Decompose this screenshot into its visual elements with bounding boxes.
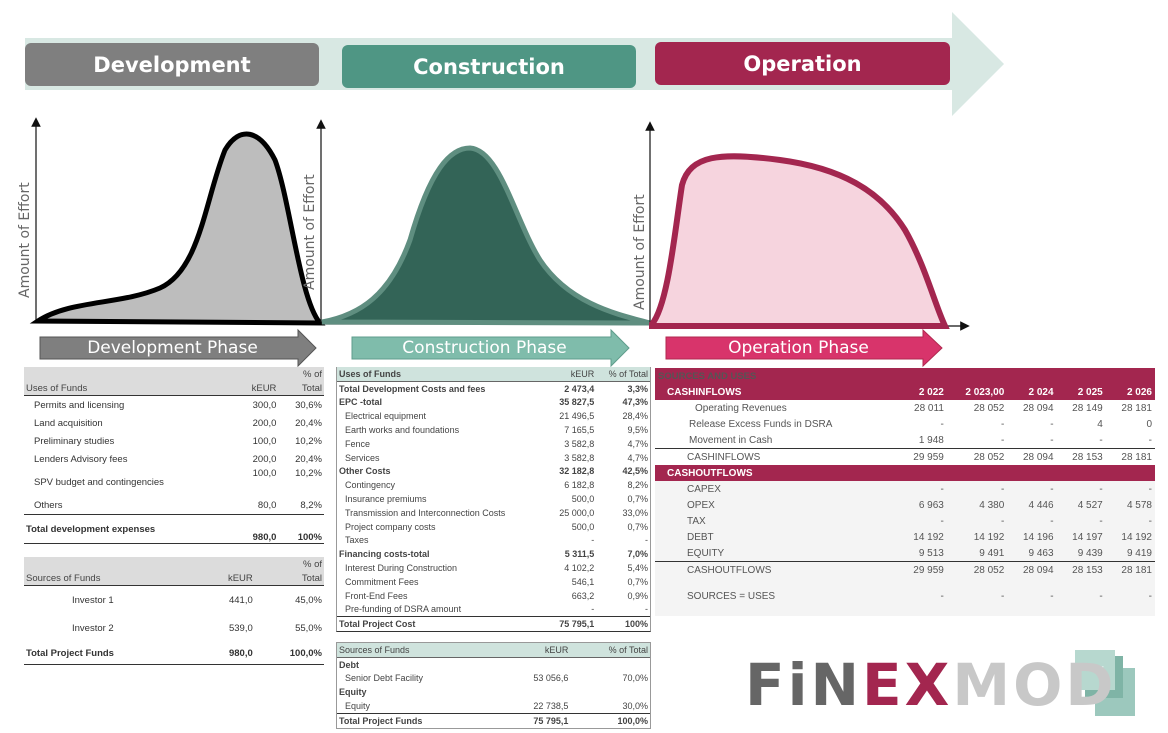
table-row: Front-End Fees 663,2 0,9% xyxy=(345,590,648,601)
table-row: Other Costs 32 182,8 42,5% xyxy=(339,466,648,477)
table-row: Project company costs 500,0 0,7% xyxy=(345,521,648,532)
logo-text-a: FiN xyxy=(745,651,863,719)
dev-uses-table: % of Uses of Funds kEUR Total Permits an… xyxy=(24,367,324,544)
table-row: DEBT 14 192 14 192 14 196 14 197 14 192 xyxy=(687,531,1152,543)
total-row: Total Project Cost 75 795,1 100% xyxy=(337,616,650,631)
table-row: Electrical equipment 21 496,5 28,4% xyxy=(345,411,648,422)
con-axis-label: Amount of Effort xyxy=(302,174,318,290)
check-row: SOURCES = USES - - - - - xyxy=(687,590,1152,602)
table-row: Permits and licensing 300,0 30,6% xyxy=(34,399,322,411)
table-row: TAX - - - - - xyxy=(687,515,1152,527)
table-row: OPEX 6 963 4 380 4 446 4 527 4 578 xyxy=(687,499,1152,511)
table-row: Equity 22 738,5 30,0% xyxy=(345,701,648,712)
op-phase-arrow: Operation Phase xyxy=(728,338,869,358)
spacer xyxy=(655,578,1155,588)
logo-text-b: EX xyxy=(862,651,953,719)
dev-axis-label: Amount of Effort xyxy=(17,182,33,298)
phase-construction: Construction xyxy=(342,45,636,88)
sources-title: Sources of Funds xyxy=(24,571,200,586)
op-sources-uses-table: SOURCES AND USES CASHINFLOWS 2 022 2 023,00… xyxy=(655,368,1155,616)
table-row: Financing costs-total 5 311,5 7,0% xyxy=(339,549,648,560)
table-row: Movement in Cash 1 948- - - - xyxy=(655,432,1155,449)
table-row: Total Development Costs and fees 2 473,4 3… xyxy=(339,383,648,394)
pct-header: % of xyxy=(278,367,324,381)
table-row: Land acquisition 200,0 20,4% xyxy=(34,417,322,429)
con-sources-table: Sources of Funds kEUR% of Total Debt Seni… xyxy=(336,642,651,729)
effort-curves xyxy=(29,117,970,331)
phase-development: Development xyxy=(25,43,319,86)
table-row: Commitment Fees 546,1 0,7% xyxy=(345,576,648,587)
total-row: Total development expenses 980,0 100% xyxy=(24,514,324,543)
table-row: Services 3 582,8 4,7% xyxy=(345,452,648,463)
phase-operation: Operation xyxy=(655,42,950,85)
total-row: Total Project Funds 980,0 100,0% xyxy=(26,647,322,659)
col-total: Total xyxy=(278,381,324,396)
table-row: Operating Revenues 28 011 28 052 28 094 28 1… xyxy=(655,400,1155,416)
finexmod-logo: x FiNEXMOD xyxy=(745,650,1145,725)
table-row: Fence 3 582,8 4,7% xyxy=(345,438,648,449)
table-row: EPC -total 35 827,5 47,3% xyxy=(339,397,648,408)
table-row: Contingency 6 182,8 8,2% xyxy=(345,480,648,491)
section-header: CASHOUTFLOWS xyxy=(655,465,1155,481)
table-row: Investor 1 441,0 45,0% xyxy=(72,594,322,606)
logo-badge: x xyxy=(1096,661,1104,677)
total-row: Total Project Funds 75 795,1 100,0% xyxy=(337,713,650,727)
con-uses-table: Uses of Funds kEUR % of Total Total Deve… xyxy=(336,367,651,633)
total-row: CASHINFLOWS 29 959 28 052 28 094 28 153 28 18… xyxy=(655,448,1155,465)
table-row: Others 80,0 8,2% xyxy=(34,499,322,511)
uses-title: Uses of Funds xyxy=(24,381,236,396)
table-row: Transmission and Interconnection Costs 25… xyxy=(345,507,648,518)
phase-arrows xyxy=(39,328,943,368)
table-row: Preliminary studies 100,0 10,2% xyxy=(34,435,322,447)
table-row: Release Excess Funds in DSRA - - -4 0 xyxy=(655,416,1155,432)
table-row: Taxes - - xyxy=(345,535,648,546)
con-phase-arrow: Construction Phase xyxy=(402,338,567,358)
table-row: SPV budget and contingencies 100,0 10,2% xyxy=(34,468,322,488)
table-row: Senior Debt Facility 53 056,6 70,0% xyxy=(345,673,648,684)
op-curve xyxy=(649,153,950,329)
table-row: EQUITY 9 513 9 491 9 463 9 439 9 419 xyxy=(687,547,1152,559)
table-row: Investor 2 539,0 55,0% xyxy=(72,622,322,634)
table-title: SOURCES AND USES xyxy=(655,368,1155,384)
table-row: Pre-funding of DSRA amount - - xyxy=(345,604,648,615)
con-curve xyxy=(321,145,651,326)
col-keur: kEUR xyxy=(236,381,279,396)
dev-curve xyxy=(29,131,326,326)
table-row: Earth works and foundations 7 165,5 9,5% xyxy=(345,425,648,436)
table-row: Interest During Construction 4 102,2 5,4% xyxy=(345,563,648,574)
logo-text-c: MOD xyxy=(952,651,1117,719)
table-row: Insurance premiums 500,0 0,7% xyxy=(345,494,648,505)
op-axis-label: Amount of Effort xyxy=(632,194,648,310)
dev-sources-table: % of Sources of Funds kEUR Total Investo… xyxy=(24,557,324,665)
table-row: Lenders Advisory fees 200,0 20,4% xyxy=(34,453,322,465)
year-header: CASHINFLOWS 2 022 2 023,00 2 024 2 025 2 026 xyxy=(655,384,1155,400)
total-row: CASHOUTFLOWS 29 959 28 052 28 094 28 153 28 1… xyxy=(655,561,1155,579)
dev-phase-arrow: Development Phase xyxy=(87,338,258,358)
table-row: CAPEX - - - - - xyxy=(687,483,1152,495)
